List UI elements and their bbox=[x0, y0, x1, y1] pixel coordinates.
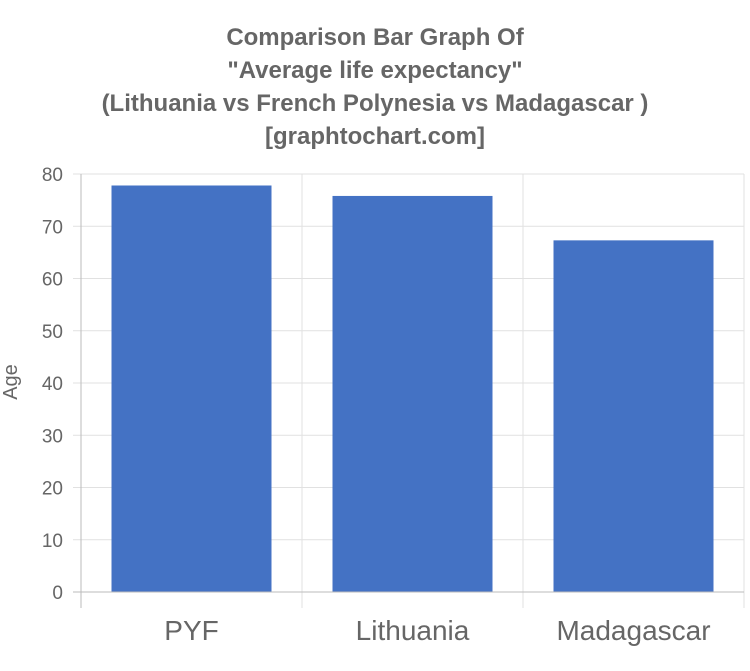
y-tick-label: 70 bbox=[42, 217, 63, 238]
bar-madagascar bbox=[553, 240, 714, 593]
bar-lithuania bbox=[332, 195, 493, 592]
y-tick-label: 20 bbox=[42, 479, 63, 500]
x-axis-ticks: PYF Lithuania Madagascar bbox=[164, 615, 710, 646]
chart-title-line-3: (Lithuania vs French Polynesia vs Madaga… bbox=[102, 90, 649, 117]
x-tick-label: Madagascar bbox=[556, 615, 710, 646]
axes bbox=[73, 174, 744, 608]
y-tick-label: 80 bbox=[42, 165, 63, 186]
y-tick-label: 50 bbox=[42, 322, 63, 343]
y-tick-label: 40 bbox=[42, 374, 63, 395]
y-tick-label: 10 bbox=[42, 531, 63, 552]
y-tick-label: 30 bbox=[42, 426, 63, 447]
chart-title-line-1: Comparison Bar Graph Of bbox=[226, 24, 524, 51]
y-tick-label: 60 bbox=[42, 270, 63, 291]
chart-title-line-4: [graphtochart.com] bbox=[265, 123, 485, 150]
chart-title: Comparison Bar Graph Of "Average life ex… bbox=[102, 24, 649, 150]
chart-title-line-2: "Average life expectancy" bbox=[227, 57, 522, 84]
x-tick-label: PYF bbox=[164, 615, 218, 646]
x-tick-label: Lithuania bbox=[356, 615, 470, 646]
y-tick-label: 0 bbox=[52, 583, 63, 604]
y-axis-ticks: 0 10 20 30 40 50 60 70 80 bbox=[42, 165, 63, 604]
y-axis-label: Age bbox=[0, 364, 22, 400]
bar-pyf bbox=[111, 185, 272, 592]
bars bbox=[111, 185, 714, 593]
